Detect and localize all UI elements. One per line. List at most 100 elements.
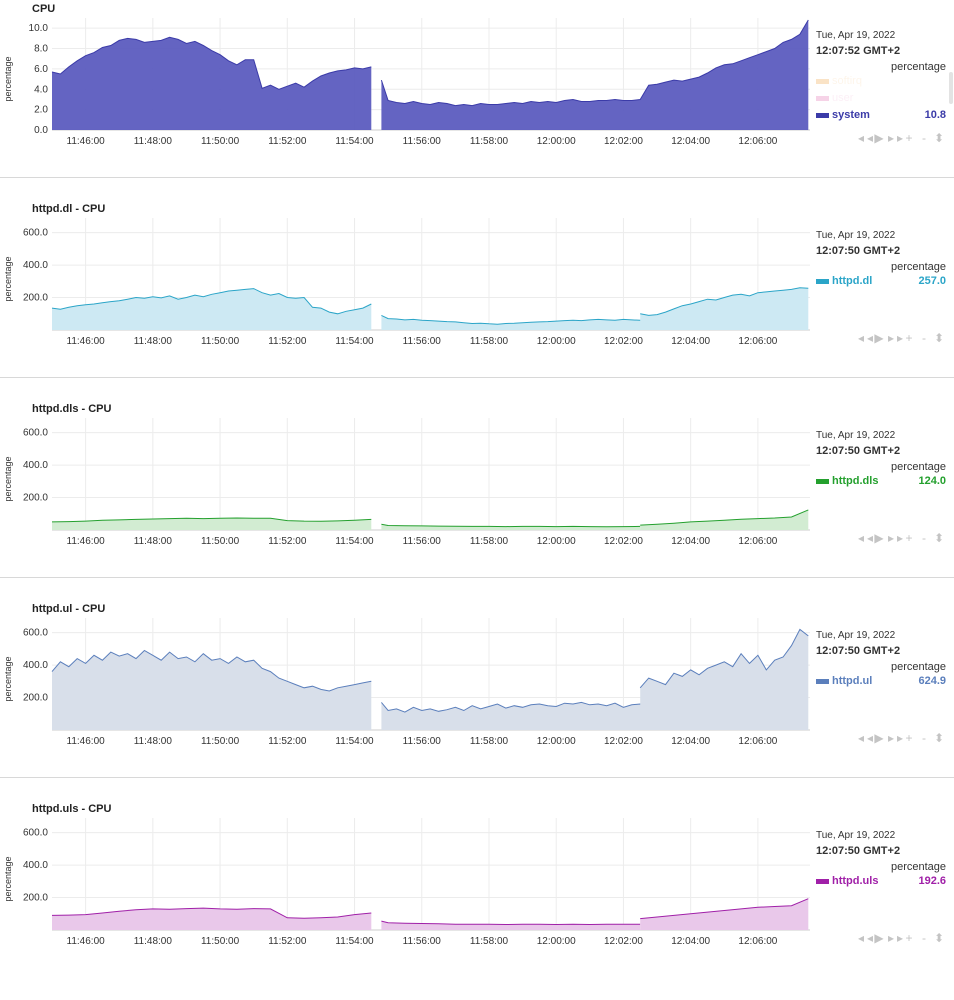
zoom-in-icon[interactable]: + — [905, 331, 916, 345]
x-tick-label: 11:58:00 — [470, 736, 509, 747]
y-tick-label: 200.0 — [23, 293, 48, 304]
zoom-out-icon[interactable]: - — [922, 331, 929, 345]
legend-item-name: softirq — [832, 75, 862, 87]
y-tick-label: 600.0 — [23, 228, 48, 239]
y-tick-label: 200.0 — [23, 893, 48, 904]
legend-item-system[interactable]: system 10.8 — [816, 109, 946, 124]
x-tick-label: 11:56:00 — [403, 336, 442, 347]
x-tick-label: 11:52:00 — [268, 136, 307, 147]
y-tick-label: 600.0 — [23, 628, 48, 639]
pan-left-icon[interactable]: ◂◂ — [858, 731, 877, 745]
legend-swatch — [816, 879, 829, 884]
legend-item-httpd.dl[interactable]: httpd.dl 257.0 — [816, 275, 946, 290]
resize-icon[interactable]: ⬍ — [933, 731, 948, 745]
legend-item-httpd.dls[interactable]: httpd.dls 124.0 — [816, 475, 946, 490]
legend-item-httpd.ul[interactable]: httpd.ul 624.9 — [816, 675, 946, 690]
play-icon[interactable]: ▶ — [874, 131, 887, 145]
chart-area[interactable]: 600.0 400.0 200.0 11:46:00 11:48:00 11:50:00 1… — [0, 600, 954, 800]
x-tick-label: 12:00:00 — [537, 736, 576, 747]
chart-controls: ◂◂▶▸▸+ - ⬍ — [858, 731, 948, 745]
x-tick-label: 11:50:00 — [201, 336, 240, 347]
x-tick-label: 11:54:00 — [335, 736, 374, 747]
pan-right-icon[interactable]: ▸▸ — [888, 131, 907, 145]
zoom-out-icon[interactable]: - — [922, 931, 929, 945]
legend-item-httpd.uls[interactable]: httpd.uls 192.6 — [816, 875, 946, 890]
x-tick-label: 11:52:00 — [268, 936, 307, 947]
x-tick-label: 11:48:00 — [134, 336, 173, 347]
zoom-in-icon[interactable]: + — [905, 531, 916, 545]
pan-left-icon[interactable]: ◂◂ — [858, 331, 877, 345]
legend-item-name: system — [832, 109, 870, 121]
x-tick-label: 11:54:00 — [335, 536, 374, 547]
pan-right-icon[interactable]: ▸▸ — [888, 331, 907, 345]
legend-item-name: httpd.dls — [832, 475, 879, 487]
legend-swatch — [816, 479, 829, 484]
x-tick-label: 11:52:00 — [268, 336, 307, 347]
x-tick-label: 12:02:00 — [604, 136, 643, 147]
x-tick-label: 12:02:00 — [604, 536, 643, 547]
chart-legend: Tue, Apr 19, 2022 12:07:50 GMT+2 percentag… — [816, 830, 946, 890]
x-tick-label: 11:50:00 — [201, 736, 240, 747]
legend-unit: percentage — [890, 61, 946, 73]
zoom-in-icon[interactable]: + — [905, 131, 916, 145]
chart-area[interactable]: 600.0 400.0 200.0 11:46:00 11:48:00 11:50:00 1… — [0, 200, 954, 400]
x-tick-label: 11:48:00 — [134, 536, 173, 547]
legend-unit: percentage — [890, 861, 946, 873]
y-tick-label: 8.0 — [34, 44, 48, 55]
chart-area[interactable]: 600.0 400.0 200.0 11:46:00 11:48:00 11:50:00 1… — [0, 400, 954, 600]
chart-title: httpd.dls - CPU — [32, 403, 112, 415]
resize-icon[interactable]: ⬍ — [933, 331, 948, 345]
pan-right-icon[interactable]: ▸▸ — [888, 931, 907, 945]
series-line-segment — [381, 314, 649, 325]
zoom-out-icon[interactable]: - — [922, 731, 929, 745]
chart-area[interactable]: 600.0 400.0 200.0 11:46:00 11:48:00 11:50:00 1… — [0, 800, 954, 1000]
resize-icon[interactable]: ⬍ — [933, 931, 948, 945]
pan-right-icon[interactable]: ▸▸ — [888, 531, 907, 545]
x-tick-label: 12:06:00 — [738, 136, 777, 147]
play-icon[interactable]: ▶ — [874, 731, 887, 745]
series-area-segment — [381, 702, 649, 730]
series-area-segment — [381, 524, 641, 530]
chart-legend: Tue, Apr 19, 2022 12:07:52 GMT+2 percentag… — [816, 30, 946, 124]
x-tick-label: 11:56:00 — [403, 136, 442, 147]
y-tick-label: 6.0 — [34, 64, 48, 75]
x-tick-label: 11:54:00 — [335, 936, 374, 947]
legend-item-name: httpd.dl — [832, 275, 873, 287]
legend-time: 12:07:50 GMT+2 — [816, 845, 901, 857]
legend-scrollbar[interactable] — [949, 72, 953, 104]
legend-item-softirq[interactable]: softirq — [816, 75, 946, 90]
legend-item-name: user — [832, 92, 854, 104]
pan-left-icon[interactable]: ◂◂ — [858, 531, 877, 545]
pan-left-icon[interactable]: ◂◂ — [858, 931, 877, 945]
series-line-segment — [51, 288, 372, 315]
chart-panel-5: httpd.uls - CPU percentage 600.0 400.0 200.0… — [0, 800, 954, 1000]
legend-unit: percentage — [890, 261, 946, 273]
chart-controls: ◂◂▶▸▸+ - ⬍ — [858, 931, 948, 945]
chart-area[interactable]: 10.0 8.0 6.0 4.0 2.0 0.0 11:46:00 11:48:00 11:50… — [0, 0, 954, 200]
play-icon[interactable]: ▶ — [874, 331, 887, 345]
play-icon[interactable]: ▶ — [874, 531, 887, 545]
panel-divider — [0, 777, 954, 778]
pan-right-icon[interactable]: ▸▸ — [888, 731, 907, 745]
series-line-segment — [51, 517, 372, 523]
x-tick-label: 11:56:00 — [403, 536, 442, 547]
legend-date: Tue, Apr 19, 2022 — [816, 230, 896, 241]
resize-icon[interactable]: ⬍ — [933, 531, 948, 545]
resize-icon[interactable]: ⬍ — [933, 131, 948, 145]
series-line-segment — [640, 898, 809, 920]
zoom-in-icon[interactable]: + — [905, 731, 916, 745]
panel-divider — [0, 377, 954, 378]
zoom-out-icon[interactable]: - — [922, 531, 929, 545]
x-tick-label: 11:50:00 — [201, 536, 240, 547]
legend-item-name: httpd.ul — [832, 675, 873, 687]
series-area-segment — [52, 288, 372, 330]
pan-left-icon[interactable]: ◂◂ — [858, 131, 877, 145]
legend-time: 12:07:50 GMT+2 — [816, 445, 901, 457]
x-tick-label: 12:04:00 — [671, 536, 710, 547]
x-tick-label: 12:06:00 — [738, 336, 777, 347]
legend-item-user[interactable]: user — [816, 92, 946, 107]
x-tick-label: 12:06:00 — [738, 536, 777, 547]
zoom-in-icon[interactable]: + — [905, 931, 916, 945]
zoom-out-icon[interactable]: - — [922, 131, 929, 145]
play-icon[interactable]: ▶ — [874, 931, 887, 945]
